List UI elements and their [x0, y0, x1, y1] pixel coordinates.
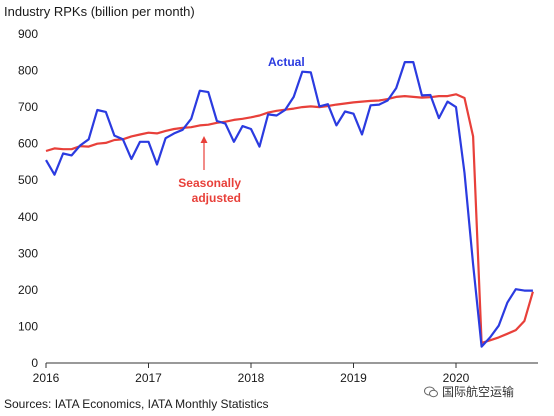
- y-tick-label: 600: [18, 137, 38, 151]
- x-tick-label: 2018: [238, 371, 265, 385]
- y-tick-label: 400: [18, 210, 38, 224]
- annotation-adjusted: adjusted: [192, 191, 241, 205]
- series-line-seasonally-adjusted: [45, 93, 534, 344]
- y-tick-label: 300: [18, 246, 38, 260]
- x-tick-label: 2019: [340, 371, 367, 385]
- x-tick-label: 2020: [443, 371, 470, 385]
- y-tick-label: 800: [18, 64, 38, 78]
- y-axis: 0 100 200 300 400 500 600 700 800 900: [18, 27, 38, 370]
- annotation-arrow-head: [200, 136, 208, 143]
- y-tick-label: 900: [18, 27, 38, 41]
- annotation-seasonally: Seasonally: [178, 176, 241, 190]
- watermark-text: 国际航空运输: [442, 385, 515, 399]
- series-layer: [45, 61, 534, 348]
- source-note: Sources: IATA Economics, IATA Monthly St…: [4, 397, 269, 411]
- y-tick-label: 500: [18, 173, 38, 187]
- annotation-layer: Actual Seasonally adjusted: [178, 55, 304, 205]
- y-tick-label: 700: [18, 100, 38, 114]
- y-tick-label: 100: [18, 319, 38, 333]
- chart-title: Industry RPKs (billion per month): [4, 4, 195, 19]
- wechat-icon: [424, 386, 438, 397]
- watermark: 国际航空运输: [424, 383, 514, 400]
- series-line-actual: [45, 61, 533, 348]
- annotation-actual: Actual: [268, 55, 305, 69]
- x-tick-label: 2016: [33, 371, 60, 385]
- x-tick-label: 2017: [135, 371, 162, 385]
- y-tick-label: 0: [31, 356, 38, 370]
- y-tick-label: 200: [18, 283, 38, 297]
- x-axis: 2016 2017 2018 2019 2020: [33, 362, 538, 385]
